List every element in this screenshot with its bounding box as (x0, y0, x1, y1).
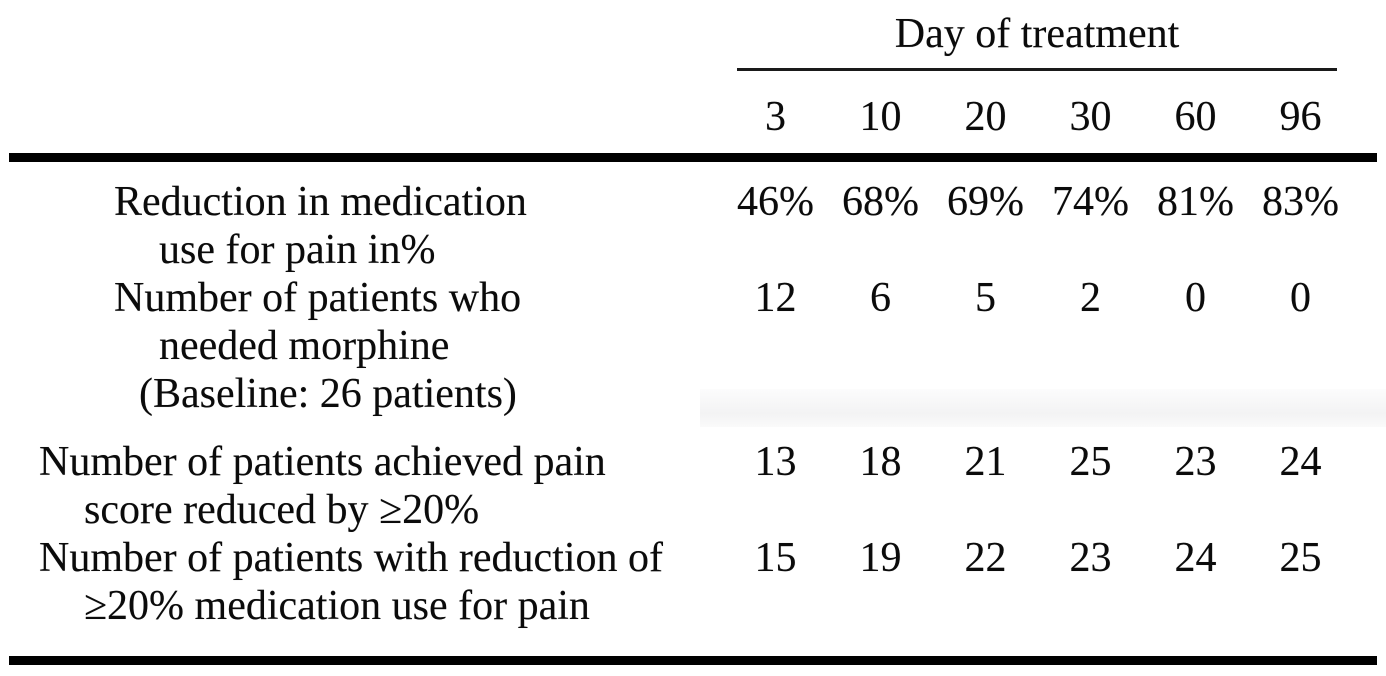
table-cell: 0 (1290, 275, 1311, 321)
table-cell: 6 (870, 275, 891, 321)
day-of-treatment-label: Day of treatment (737, 0, 1338, 71)
table-cell: 46% (737, 179, 814, 225)
row-label-line: Number of patients who (114, 275, 522, 321)
table-cell: 18 (859, 439, 902, 485)
header-empty-cell (1353, 71, 1378, 162)
spacer-cell (1353, 274, 1377, 418)
table-cell: 25 (1069, 439, 1112, 485)
table-cell: 24 (1174, 535, 1217, 581)
day-column-header: 30 (1038, 71, 1143, 162)
header-empty-cell (9, 0, 723, 71)
table-row-morphine-patients: Number of patients who needed morphine (… (9, 274, 1377, 418)
row-label-line: Number of patients achieved pain (39, 439, 606, 485)
day-column-header: 96 (1248, 71, 1354, 162)
spacer-cell (1353, 534, 1377, 661)
spacer-cell (1353, 158, 1377, 275)
table-cell: 13 (754, 439, 797, 485)
header-empty-cell (9, 71, 723, 162)
table-cell: 0 (1185, 275, 1206, 321)
header-empty-cell (1353, 0, 1377, 71)
table-cell: 23 (1069, 535, 1112, 581)
table-row-medication-use-reduced: Number of patients with reduction of ≥20… (9, 534, 1377, 661)
table-cell: 21 (964, 439, 1007, 485)
table-cell: 19 (859, 535, 902, 581)
header-group-row: Day of treatment (9, 0, 1377, 71)
table-cell: 5 (975, 275, 996, 321)
table-cell: 74% (1052, 179, 1129, 225)
day-column-header: 60 (1143, 71, 1248, 162)
treatment-outcomes-table: Day of treatment 3 10 20 30 60 96 Reduct… (9, 0, 1378, 665)
row-label: Number of patients who needed morphine (… (9, 274, 723, 418)
row-label: Reduction in medication use for pain in% (9, 158, 723, 275)
table-cell: 83% (1262, 179, 1339, 225)
spacer-cell (1353, 418, 1377, 534)
table-row-pain-score-reduced: Number of patients achieved pain score r… (9, 418, 1377, 534)
row-label-line: score reduced by ≥20% (84, 487, 480, 533)
row-label-line: use for pain in% (159, 227, 436, 273)
row-label-line: (Baseline: 26 patients) (139, 371, 517, 417)
table-cell: 24 (1279, 439, 1322, 485)
day-of-treatment-group-cell: Day of treatment (723, 0, 1353, 71)
row-label-line: Number of patients with reduction of (39, 535, 664, 581)
day-column-header: 3 (723, 71, 828, 162)
table-cell: 2 (1080, 275, 1101, 321)
table-cell: 12 (754, 275, 797, 321)
row-label-line: needed morphine (159, 323, 450, 369)
table-cell: 69% (947, 179, 1024, 225)
row-label-line: Reduction in medication (114, 179, 527, 225)
table-cell: 22 (964, 535, 1007, 581)
table-cell: 81% (1157, 179, 1234, 225)
day-column-header: 10 (828, 71, 933, 162)
table-cell: 15 (754, 535, 797, 581)
table-cell: 25 (1279, 535, 1322, 581)
day-column-header: 20 (933, 71, 1038, 162)
row-label: Number of patients achieved pain score r… (9, 418, 723, 534)
table-row-medication-reduction: Reduction in medication use for pain in%… (9, 158, 1377, 275)
table-cell: 23 (1174, 439, 1217, 485)
table-cell: 68% (842, 179, 919, 225)
row-label: Number of patients with reduction of ≥20… (9, 534, 723, 661)
header-days-row: 3 10 20 30 60 96 (9, 71, 1378, 162)
row-label-line: ≥20% medication use for pain (84, 583, 590, 629)
